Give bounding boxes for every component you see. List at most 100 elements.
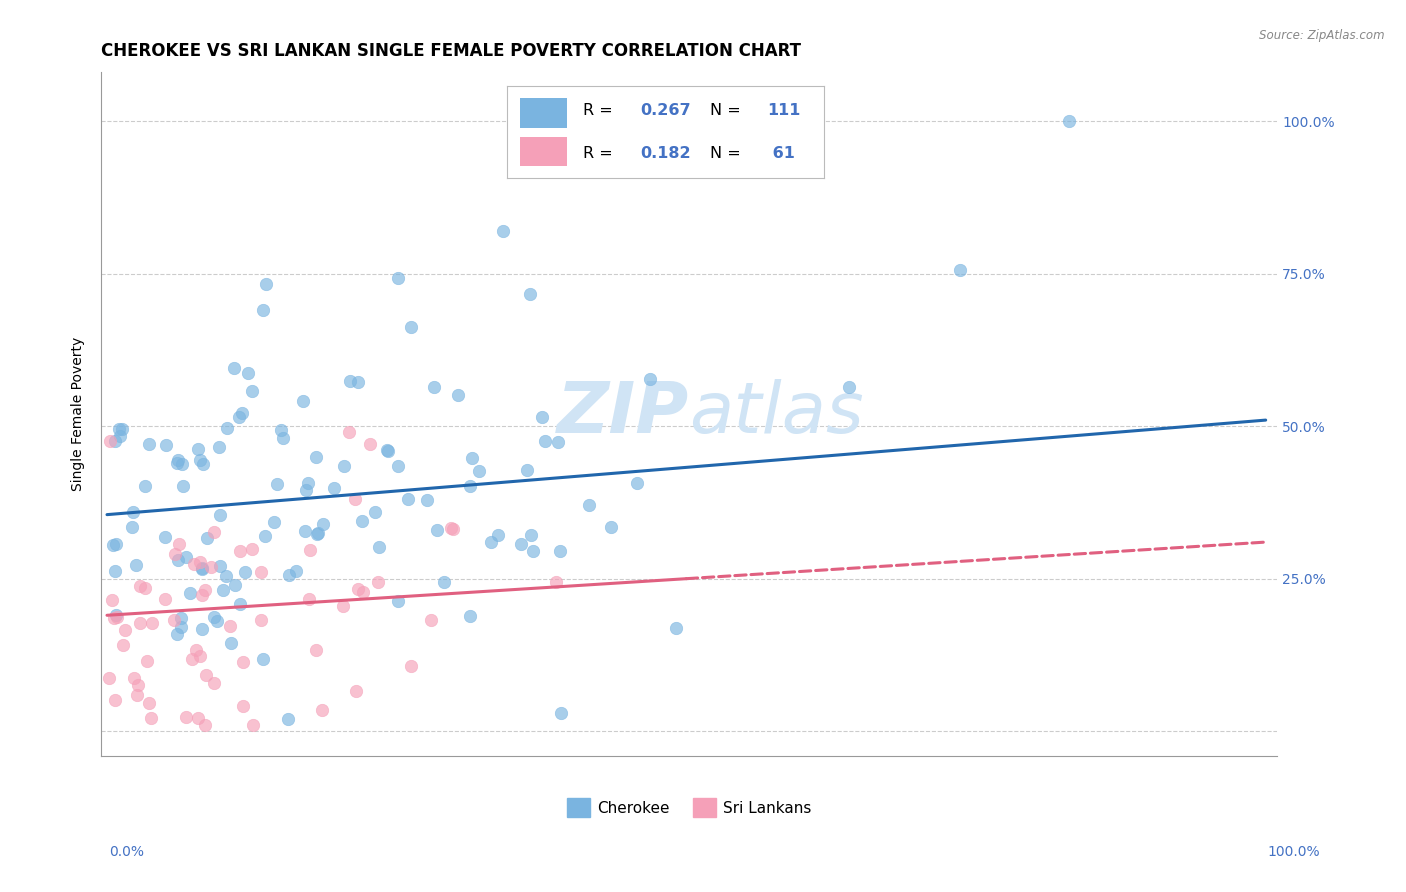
Point: [125, 558, 148, 572]
Point: [401, 659, 423, 673]
Point: [202, 675, 225, 690]
Point: [270, 424, 292, 438]
Point: [520, 528, 543, 542]
Point: [215, 420, 238, 434]
Point: [155, 437, 177, 451]
Point: [419, 614, 441, 628]
Point: [167, 537, 190, 551]
Point: [311, 702, 333, 716]
Point: [124, 671, 146, 685]
Point: [200, 559, 222, 574]
Point: [127, 678, 149, 692]
Point: [423, 380, 446, 394]
Point: [305, 450, 328, 464]
Legend: Cherokee, Sri Lankans: Cherokee, Sri Lankans: [561, 792, 818, 823]
Point: [224, 577, 246, 591]
Point: [110, 428, 132, 442]
Point: [468, 464, 491, 478]
Point: [153, 530, 176, 544]
Point: [141, 616, 163, 631]
Point: [838, 380, 860, 394]
Point: [136, 654, 159, 668]
Point: [232, 699, 254, 714]
Point: [299, 543, 322, 558]
Point: [550, 706, 572, 721]
Point: [550, 543, 572, 558]
Point: [458, 608, 481, 623]
Point: [399, 320, 422, 334]
Point: [343, 492, 366, 507]
Text: Source: ZipAtlas.com: Source: ZipAtlas.com: [1260, 29, 1385, 42]
Point: [534, 434, 557, 449]
Point: [229, 598, 252, 612]
Point: [387, 594, 409, 608]
Point: [138, 437, 160, 451]
Point: [278, 567, 301, 582]
Point: [191, 622, 214, 636]
Point: [97, 671, 120, 685]
Point: [295, 483, 318, 498]
Point: [125, 689, 148, 703]
Point: [191, 457, 214, 471]
Point: [236, 366, 259, 380]
Point: [224, 360, 246, 375]
Point: [194, 583, 217, 598]
Point: [344, 684, 367, 698]
Point: [202, 609, 225, 624]
Point: [183, 558, 205, 572]
Point: [232, 655, 254, 669]
Y-axis label: Single Female Poverty: Single Female Poverty: [72, 337, 86, 491]
Point: [187, 711, 209, 725]
Point: [305, 643, 328, 657]
Point: [312, 516, 335, 531]
Point: [104, 564, 127, 578]
Point: [104, 537, 127, 551]
Point: [169, 611, 191, 625]
Point: [461, 451, 484, 466]
Point: [297, 476, 319, 491]
Point: [101, 593, 124, 607]
Point: [240, 384, 263, 398]
Point: [359, 437, 381, 451]
Point: [188, 453, 211, 467]
Point: [188, 648, 211, 663]
Point: [277, 712, 299, 726]
Point: [197, 531, 219, 545]
Point: [426, 523, 449, 537]
Point: [194, 718, 217, 732]
Point: [271, 431, 294, 445]
Point: [252, 652, 274, 666]
Point: [948, 263, 970, 277]
Point: [128, 615, 150, 630]
Point: [191, 588, 214, 602]
Point: [292, 394, 315, 409]
Point: [415, 492, 437, 507]
Text: CHEROKEE VS SRI LANKAN SINGLE FEMALE POVERTY CORRELATION CHART: CHEROKEE VS SRI LANKAN SINGLE FEMALE POV…: [101, 42, 801, 60]
Point: [547, 434, 569, 449]
Point: [212, 582, 235, 597]
Point: [375, 443, 398, 458]
Point: [111, 421, 134, 435]
Point: [294, 524, 316, 538]
Point: [167, 453, 190, 467]
Point: [522, 543, 544, 558]
Point: [488, 528, 510, 542]
Point: [134, 582, 156, 596]
Point: [121, 505, 143, 519]
Point: [337, 425, 360, 440]
Point: [510, 537, 533, 551]
Point: [174, 549, 197, 564]
Point: [163, 613, 186, 627]
Point: [250, 613, 273, 627]
Point: [516, 463, 538, 477]
Point: [266, 477, 288, 491]
Point: [332, 599, 354, 613]
Point: [190, 562, 212, 576]
Point: [519, 286, 541, 301]
Point: [166, 553, 188, 567]
Point: [191, 561, 214, 575]
Text: 0.0%: 0.0%: [110, 846, 143, 859]
Point: [104, 693, 127, 707]
Point: [174, 710, 197, 724]
Point: [387, 271, 409, 285]
